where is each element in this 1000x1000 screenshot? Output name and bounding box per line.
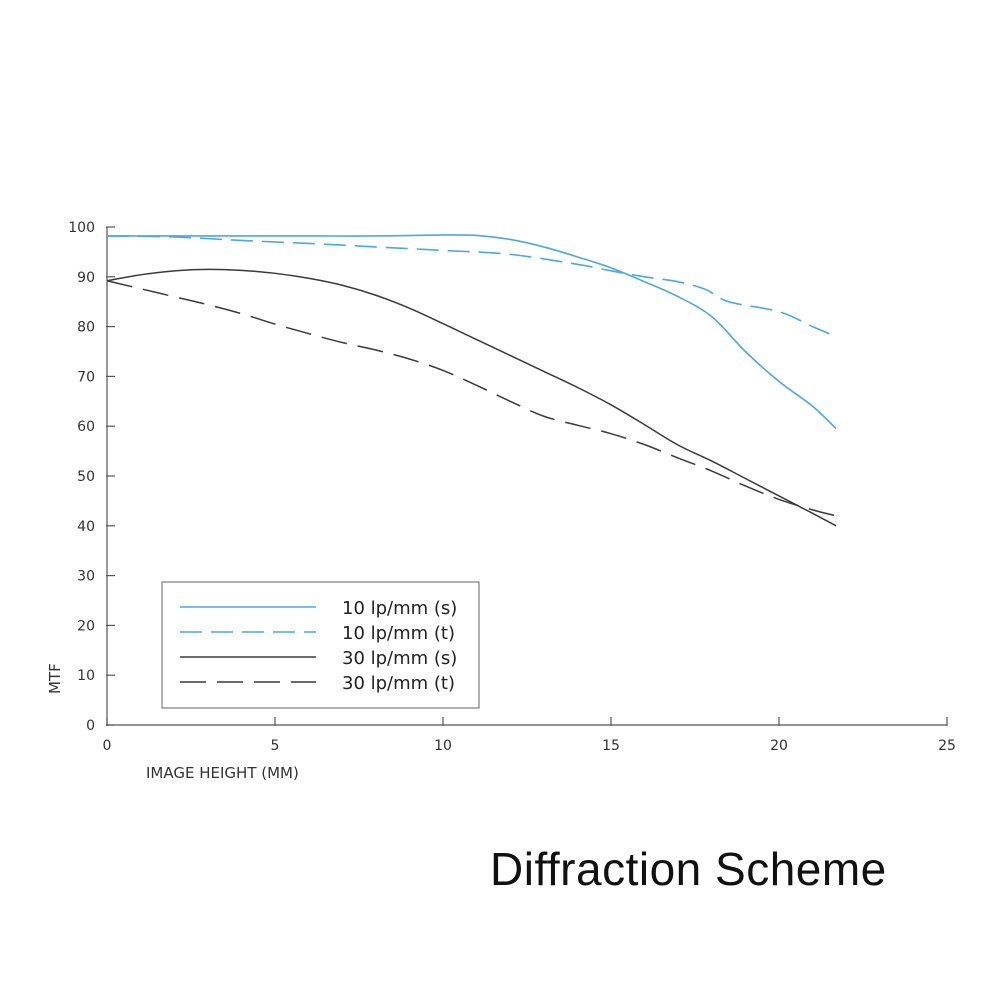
series-lines (106, 234, 837, 527)
y-tick-label: 80 (77, 320, 95, 336)
y-tick-label: 50 (77, 469, 95, 485)
legend-label: 30 lp/mm (t) (342, 673, 455, 694)
x-tick-label: 0 (103, 738, 112, 754)
y-tick-label: 60 (77, 419, 95, 435)
x-axis-title: IMAGE HEIGHT (MM) (146, 764, 299, 782)
x-tick-label: 25 (938, 738, 956, 754)
x-tick-label: 10 (434, 738, 452, 754)
y-tick-label: 10 (77, 668, 95, 684)
axes (106, 226, 948, 726)
y-tick-label: 20 (77, 618, 95, 634)
y-tick-label: 90 (77, 270, 95, 286)
legend-label: 30 lp/mm (s) (342, 648, 457, 669)
legend-label: 10 lp/mm (s) (342, 598, 457, 619)
x-tick-label: 5 (271, 738, 280, 754)
series-line-3 (106, 268, 837, 527)
x-tick-label: 15 (602, 738, 620, 754)
series-line-4 (106, 280, 837, 517)
series-line-2 (106, 235, 837, 338)
caption-title: Diffraction Scheme (490, 843, 887, 895)
y-tick-label: 30 (77, 569, 95, 585)
y-tick-label: 0 (86, 718, 95, 734)
y-tick-label: 100 (68, 220, 95, 236)
x-tick-label: 20 (770, 738, 788, 754)
legend-box (161, 581, 480, 709)
legend-label: 10 lp/mm (t) (342, 623, 455, 644)
series-line-1 (106, 234, 837, 430)
y-tick-label: 70 (77, 369, 95, 385)
y-axis-title: MTF (46, 663, 64, 694)
legend: 10 lp/mm (s) 10 lp/mm (t) 30 lp/mm (s) 30 l… (161, 581, 480, 709)
y-tick-label: 40 (77, 519, 95, 535)
tick-labels: 0 10 20 30 40 50 60 70 80 90 100 0 5 10 15 20 25 (68, 220, 956, 754)
